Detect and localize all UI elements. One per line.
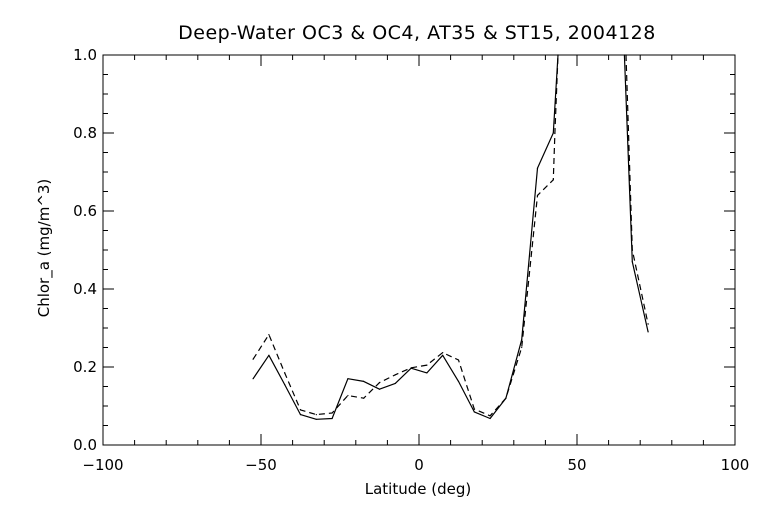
x-tick-label: −100 bbox=[82, 456, 123, 474]
data-point bbox=[625, 54, 627, 56]
data-point bbox=[363, 397, 365, 399]
data-point bbox=[554, 132, 556, 134]
data-point bbox=[394, 374, 396, 376]
data-point bbox=[378, 382, 381, 384]
chart-title: Deep-Water OC3 & OC4, AT35 & ST15, 20041… bbox=[178, 22, 656, 44]
data-point bbox=[299, 409, 302, 411]
y-tick-label: 0.6 bbox=[73, 202, 97, 220]
series-layer bbox=[252, 54, 649, 420]
data-point bbox=[347, 378, 349, 380]
data-point bbox=[623, 54, 626, 56]
y-tick-label: 0.2 bbox=[73, 358, 97, 376]
data-point bbox=[284, 384, 286, 386]
series-dashed bbox=[252, 54, 649, 417]
data-point bbox=[426, 364, 428, 366]
x-tick-label: 0 bbox=[414, 456, 424, 474]
major-ticks bbox=[102, 54, 736, 446]
x-tick-label: 50 bbox=[567, 456, 586, 474]
x-axis-label: Latitude (deg) bbox=[365, 480, 471, 498]
x-tick-label: −50 bbox=[245, 456, 277, 474]
x-tick-labels: −100 −50 0 50 100 bbox=[82, 456, 749, 474]
data-point bbox=[489, 415, 491, 417]
data-point bbox=[557, 54, 559, 56]
data-point bbox=[552, 179, 554, 181]
data-point bbox=[252, 358, 254, 360]
data-point bbox=[457, 380, 460, 382]
data-point bbox=[457, 359, 460, 361]
data-point bbox=[378, 388, 381, 390]
plot-border bbox=[102, 54, 736, 446]
data-point bbox=[442, 354, 444, 356]
data-point bbox=[489, 417, 491, 420]
data-point bbox=[647, 323, 649, 325]
data-point bbox=[473, 411, 475, 413]
data-point bbox=[536, 167, 539, 169]
data-point bbox=[410, 367, 412, 369]
data-point bbox=[505, 397, 507, 399]
data-point bbox=[536, 194, 539, 196]
data-point bbox=[252, 378, 254, 380]
data-point bbox=[268, 334, 270, 336]
y-tick-label: 1.0 bbox=[73, 46, 97, 64]
x-tick-label: 100 bbox=[721, 456, 750, 474]
data-point bbox=[363, 380, 365, 382]
data-point bbox=[426, 372, 428, 374]
series-line-solid bbox=[252, 54, 559, 420]
data-point bbox=[631, 249, 633, 251]
data-point bbox=[552, 132, 554, 134]
data-point bbox=[268, 354, 270, 356]
series-line-solid bbox=[623, 54, 649, 333]
minor-ticks bbox=[102, 54, 736, 446]
data-point bbox=[442, 352, 444, 354]
data-point bbox=[299, 414, 302, 416]
data-point bbox=[521, 346, 523, 349]
series-line-dashed bbox=[252, 54, 559, 417]
y-tick-labels: 0.0 0.2 0.4 0.6 0.8 1.0 bbox=[73, 46, 97, 454]
data-point bbox=[315, 418, 317, 420]
data-point bbox=[331, 412, 333, 414]
y-tick-label: 0.8 bbox=[73, 124, 97, 142]
y-tick-label: 0.4 bbox=[73, 280, 97, 298]
data-point bbox=[473, 408, 475, 410]
data-point bbox=[331, 417, 333, 420]
y-tick-label: 0.0 bbox=[73, 436, 97, 454]
y-axis-label: Chlor_a (mg/m^3) bbox=[35, 179, 54, 318]
data-point bbox=[347, 394, 349, 397]
data-point bbox=[315, 414, 317, 416]
data-point bbox=[521, 339, 523, 341]
data-point bbox=[394, 382, 396, 384]
plot-frame bbox=[102, 54, 736, 446]
data-point bbox=[631, 261, 633, 263]
data-point bbox=[647, 331, 649, 333]
series-solid bbox=[252, 54, 649, 420]
data-point bbox=[284, 372, 286, 374]
